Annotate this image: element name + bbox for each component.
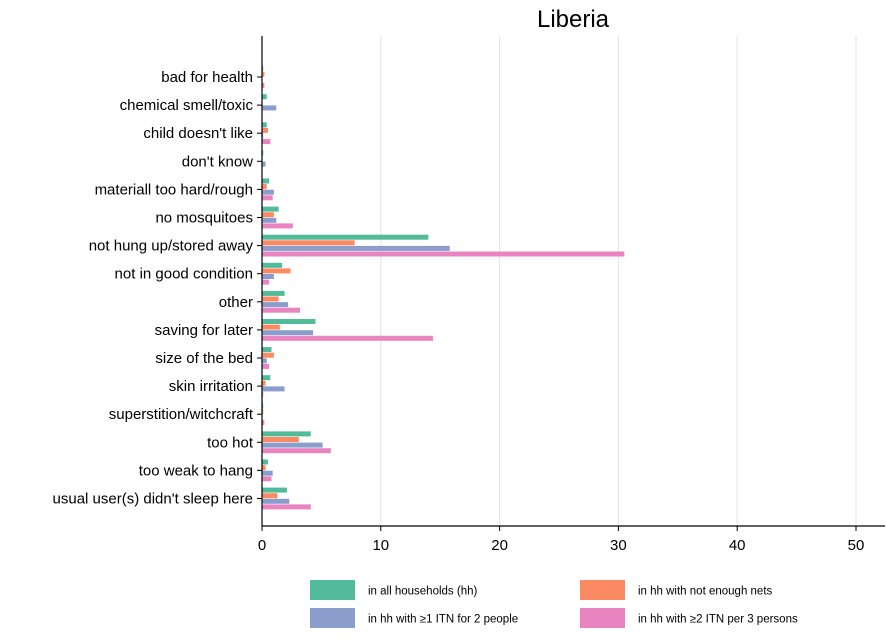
legend-swatch	[580, 608, 625, 628]
category-label: size of the bed	[155, 350, 253, 367]
bar	[262, 161, 266, 167]
bar	[262, 380, 266, 386]
x-tick-label: 40	[729, 537, 746, 554]
bar	[262, 139, 271, 145]
category-label: other	[219, 294, 253, 311]
category-label: chemical smell/toxic	[120, 97, 254, 114]
chart-title: Liberia	[537, 6, 610, 33]
x-tick-label: 20	[491, 537, 508, 554]
bar	[262, 363, 270, 369]
legend-label: in all households (hh)	[368, 586, 477, 598]
bar	[262, 178, 270, 184]
category-label: child doesn't like	[143, 125, 253, 142]
bar	[262, 352, 274, 358]
legend-label: in hh with ≥1 ITN for 2 people	[368, 614, 518, 626]
category-label: superstition/witchcraft	[109, 406, 254, 423]
bar	[262, 251, 625, 257]
bar	[262, 386, 285, 392]
bar	[262, 330, 314, 336]
bar	[262, 290, 285, 296]
bar	[262, 420, 265, 426]
bar	[262, 245, 450, 251]
bar	[262, 71, 265, 77]
category-label: don't know	[182, 153, 253, 170]
bar	[262, 268, 291, 274]
category-label: bad for health	[161, 69, 253, 86]
bar	[262, 358, 267, 364]
category-label: not hung up/stored away	[89, 238, 254, 255]
bar	[262, 459, 268, 465]
bar	[262, 274, 274, 279]
bar	[262, 319, 316, 324]
x-tick-label: 0	[258, 537, 266, 554]
x-tick-label: 10	[372, 537, 389, 554]
bar	[262, 195, 273, 201]
x-axis-ticks: 0 10 20 30 40 50	[258, 526, 865, 554]
bar	[262, 262, 283, 268]
legend-swatch	[580, 580, 625, 600]
bar	[262, 476, 272, 482]
legend-swatch	[310, 608, 355, 628]
bar	[262, 212, 274, 218]
legend: in all households (hh) in hh with not eno…	[310, 580, 798, 628]
bar	[262, 487, 287, 493]
bar	[262, 465, 266, 471]
category-label: usual user(s) didn't sleep here	[53, 491, 253, 508]
bar	[262, 279, 270, 285]
x-tick-label: 50	[848, 537, 865, 554]
bar	[262, 206, 279, 212]
category-label: no mosquitoes	[155, 210, 253, 227]
category-label: not in good condition	[115, 266, 253, 283]
bar	[262, 493, 278, 499]
bar	[262, 437, 299, 442]
bar	[262, 223, 293, 229]
bar	[262, 234, 429, 240]
bar	[262, 122, 267, 128]
bar	[262, 431, 311, 437]
bar	[262, 498, 290, 504]
category-label: too hot	[207, 434, 254, 451]
legend-swatch	[310, 580, 355, 600]
legend-label: in hh with not enough nets	[638, 586, 773, 598]
category-labels: bad for health chemical smell/toxic child …	[53, 69, 262, 508]
category-label: too weak to hang	[139, 462, 253, 479]
bar	[262, 347, 272, 353]
bar	[262, 82, 265, 88]
bar	[262, 189, 274, 195]
gridlines	[380, 36, 857, 526]
bar	[262, 335, 434, 341]
bar	[262, 94, 267, 100]
legend-label: in hh with ≥2 ITN per 3 persons	[638, 614, 798, 626]
bar	[262, 302, 289, 308]
bar	[262, 470, 273, 476]
category-label: saving for later	[155, 322, 253, 339]
bar	[262, 324, 280, 330]
bar	[262, 296, 279, 302]
category-label: skin irritation	[169, 378, 253, 395]
bar	[262, 504, 311, 510]
bar	[262, 184, 267, 190]
bar	[262, 448, 331, 454]
x-tick-label: 30	[610, 537, 627, 554]
bar	[262, 375, 271, 381]
bar	[262, 240, 355, 246]
bars	[262, 66, 625, 510]
bar	[262, 307, 301, 313]
bar	[262, 442, 323, 448]
bar	[262, 127, 268, 133]
category-label: materiall too hard/rough	[95, 181, 253, 198]
bar	[262, 105, 277, 111]
bar	[262, 217, 277, 223]
